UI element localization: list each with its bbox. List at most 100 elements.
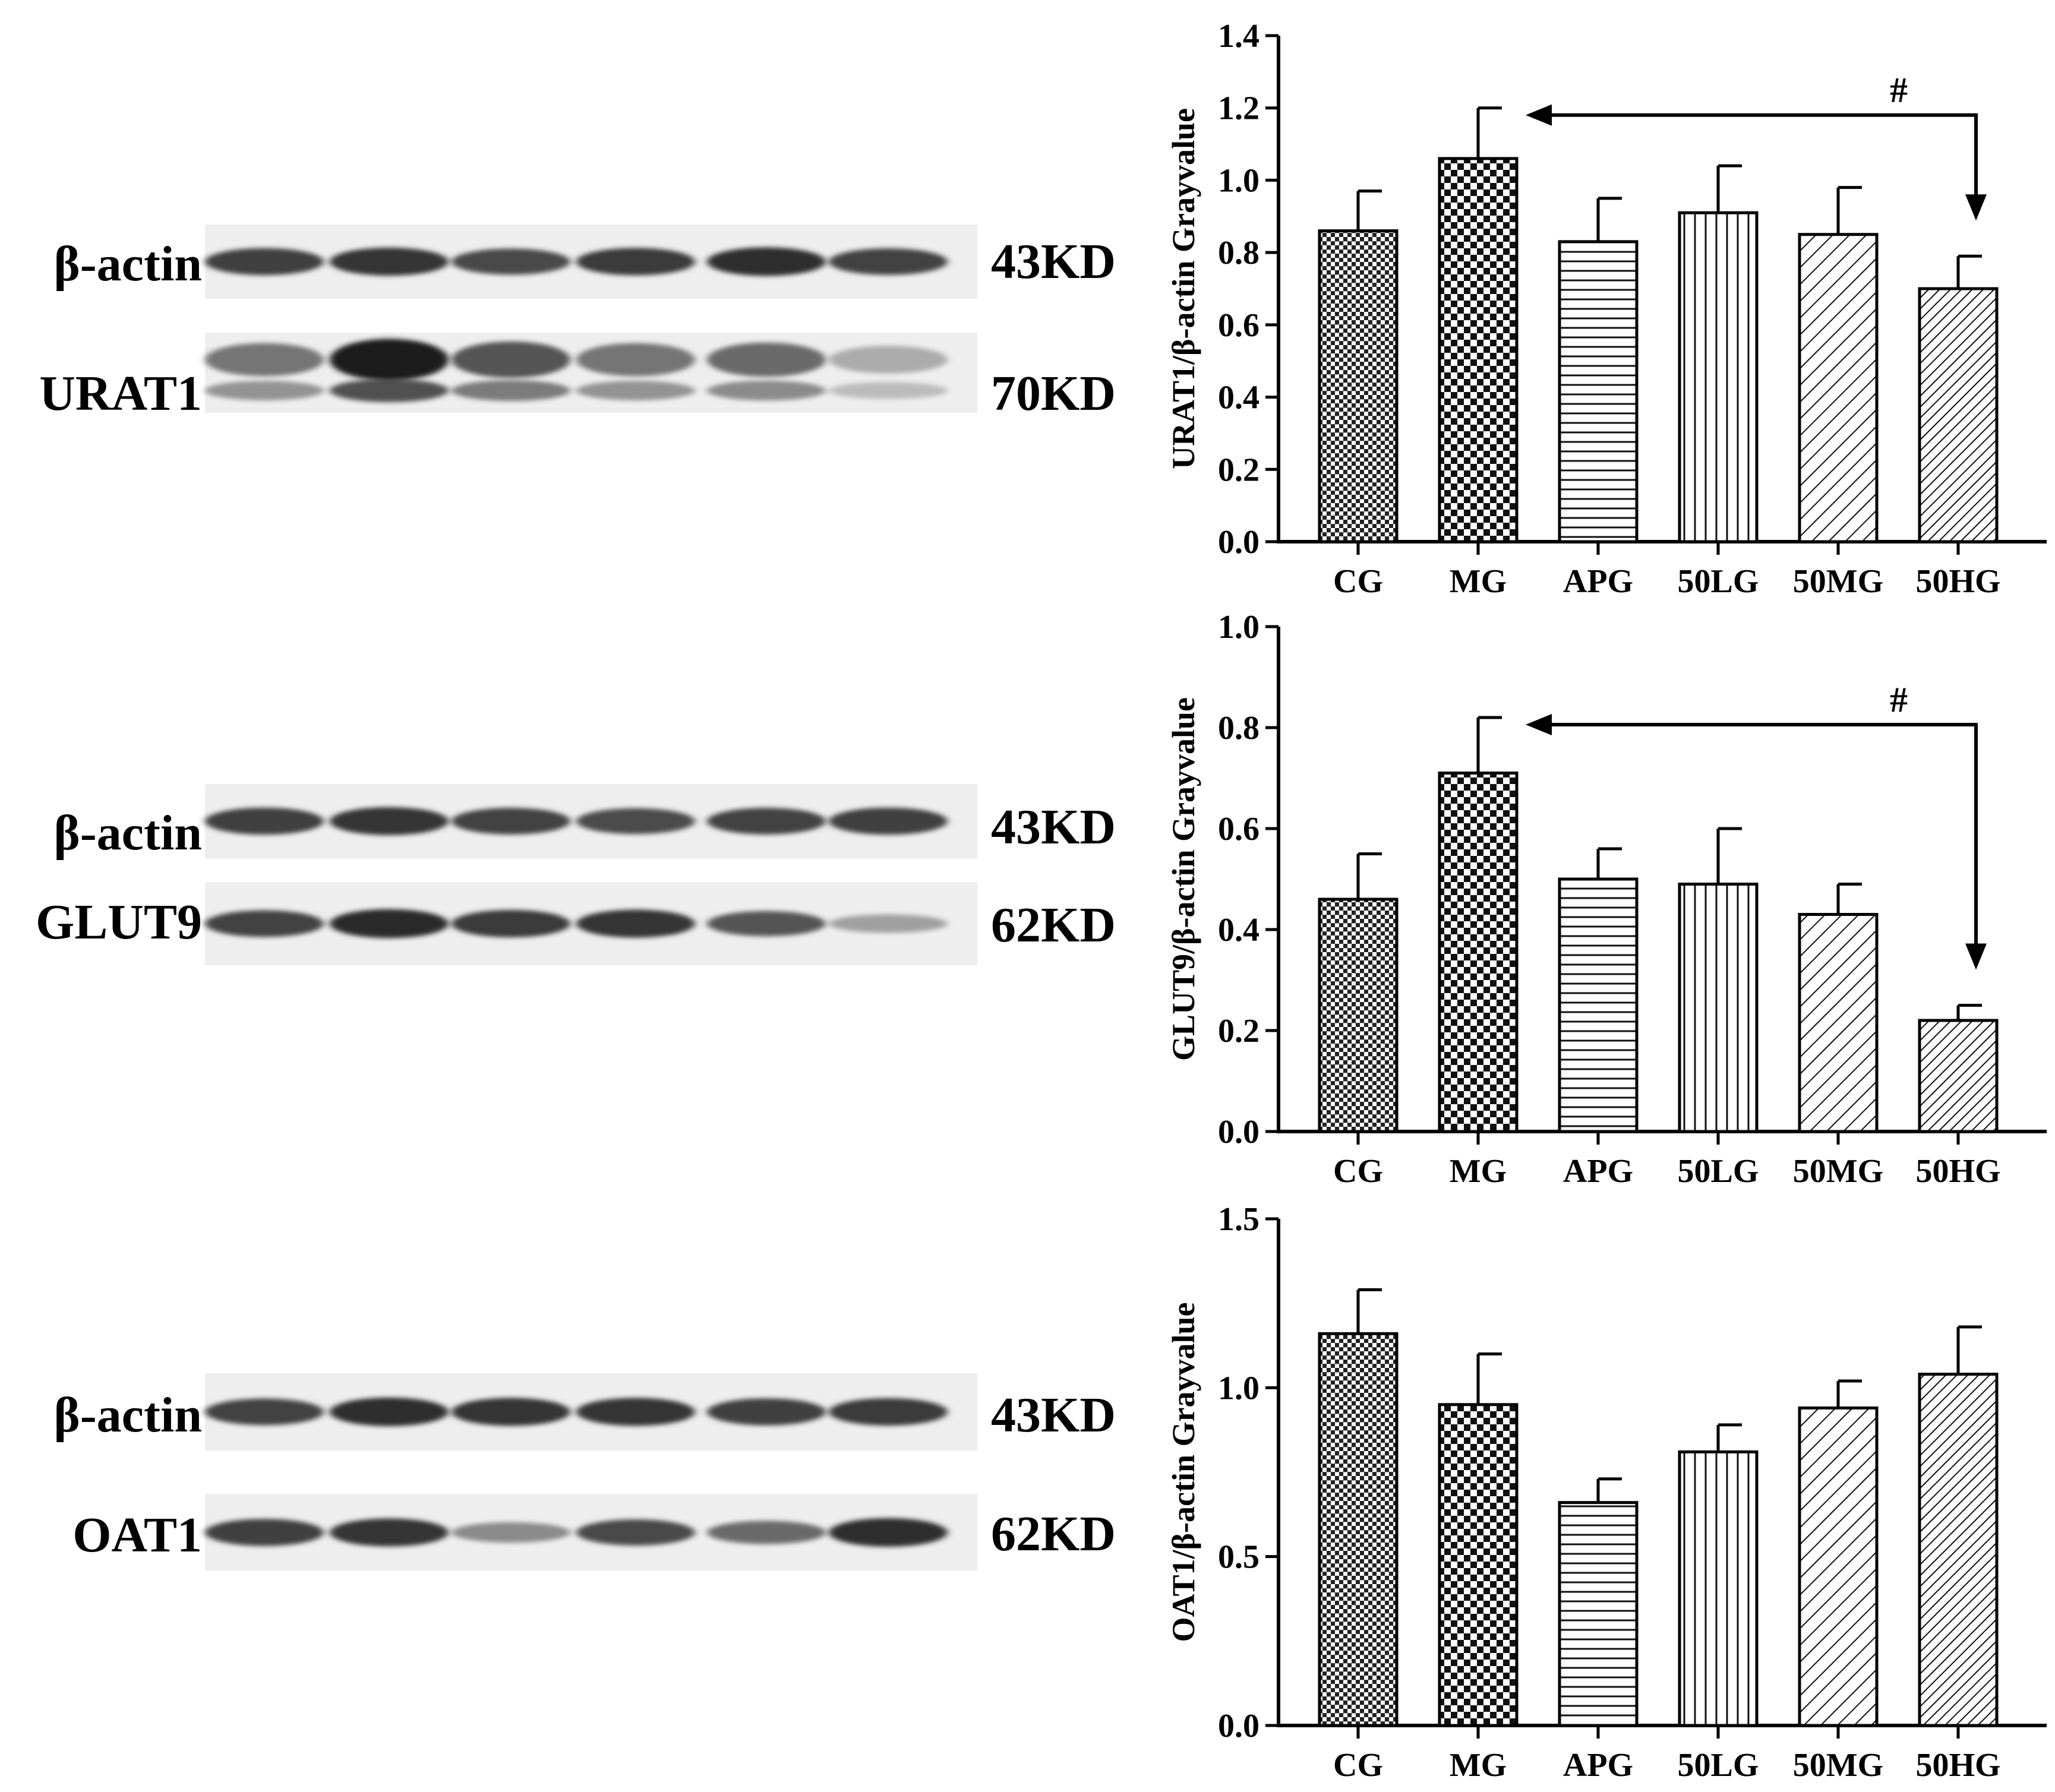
- y-tick-label: 1.4: [1218, 18, 1259, 55]
- blot-band: [707, 1521, 826, 1544]
- bar: [1438, 157, 1519, 543]
- bar: [1798, 233, 1879, 543]
- y-axis-title: URAT1/β-actin Grayvalue: [1166, 108, 1201, 469]
- blot-band: [205, 1519, 324, 1546]
- blot-size-label: 62KD: [991, 1506, 1116, 1562]
- blot-band-lower: [829, 382, 948, 399]
- x-tick-label: APG: [1563, 1153, 1633, 1190]
- blot-band: [205, 807, 324, 835]
- blot-band: [330, 1518, 449, 1547]
- blot-band: [576, 1519, 695, 1546]
- blot-band: [330, 339, 449, 381]
- blot-panel: β-actin 43KD GLUT9 62KD: [36, 784, 1116, 965]
- bar: [1318, 897, 1399, 1133]
- y-tick-label: 1.2: [1218, 90, 1259, 127]
- significance-marker: #: [1890, 71, 1908, 110]
- blot-band: [205, 248, 324, 276]
- blot-protein-label: β-actin: [53, 1388, 202, 1443]
- blot-band-lower: [707, 380, 826, 401]
- y-tick-label: 0.2: [1218, 451, 1259, 488]
- blot-band: [205, 1398, 324, 1426]
- blot-size-label: 43KD: [991, 1388, 1116, 1443]
- x-tick-label: APG: [1563, 1747, 1633, 1784]
- blot-band: [576, 343, 695, 377]
- blot-band: [829, 1398, 948, 1426]
- bar-chart: 0.0 0.2 0.4 0.6 0.8 1.0 GLUT9/β-actin Grayvalu…: [1166, 609, 2047, 1190]
- bar: [1558, 1501, 1639, 1727]
- y-tick-label: 0.5: [1218, 1539, 1259, 1576]
- blot-band: [707, 247, 826, 276]
- y-tick-label: 0.8: [1218, 235, 1259, 271]
- blot-band-lower: [576, 381, 695, 400]
- bar: [1438, 1403, 1519, 1727]
- blot-band: [452, 1522, 570, 1543]
- y-tick-label: 0.6: [1218, 307, 1259, 344]
- bar: [1318, 229, 1399, 543]
- blot-size-label: 62KD: [991, 897, 1116, 953]
- blot-band: [707, 1398, 826, 1426]
- blot-band: [576, 248, 695, 276]
- bar: [1798, 913, 1879, 1133]
- arrowhead-down: [1965, 943, 1987, 970]
- blot-protein-label: OAT1: [72, 1507, 202, 1563]
- blot-band: [330, 909, 449, 938]
- bar: [1678, 211, 1759, 543]
- y-tick-label: 0.0: [1218, 1708, 1259, 1744]
- blot-band: [829, 248, 948, 275]
- bar: [1798, 1406, 1879, 1727]
- y-tick-label: 1.0: [1218, 1370, 1259, 1407]
- x-tick-label: 50MG: [1793, 1153, 1883, 1190]
- blot-panel: β-actin 43KD OAT1 62KD: [53, 1373, 1116, 1571]
- significance-arrow-line: [1549, 113, 1978, 203]
- blot-panel: β-actin 43KD URAT1 70KD: [39, 225, 1116, 421]
- y-tick-label: 0.8: [1218, 710, 1259, 747]
- blot-band: [707, 911, 826, 937]
- blot-band: [829, 807, 948, 835]
- x-tick-label: 50MG: [1793, 563, 1883, 600]
- bar: [1918, 1373, 1999, 1727]
- bar: [1558, 877, 1639, 1133]
- x-tick-label: 50LG: [1678, 1153, 1759, 1190]
- blot-band-lower: [330, 378, 449, 403]
- blot-protein-label: β-actin: [53, 805, 202, 861]
- significance-arrow-line: [1549, 723, 1978, 952]
- blot-band: [330, 1397, 449, 1427]
- blot-band-lower: [452, 380, 570, 402]
- y-tick-label: 0.0: [1218, 1114, 1259, 1151]
- blot-band: [452, 808, 570, 835]
- bar-chart: 0.0 0.2 0.4 0.6 0.8 1.0 1.2 1.4 URAT1/β-actin Gr…: [1166, 18, 2047, 600]
- blot-protein-label: URAT1: [39, 366, 202, 421]
- blot-band: [452, 248, 570, 275]
- y-tick-label: 1.5: [1218, 1201, 1259, 1238]
- bar: [1678, 883, 1759, 1133]
- blot-band-lower: [205, 381, 324, 400]
- bar-chart: 0.0 0.5 1.0 1.5 OAT1/β-actin Grayvalue CG MG AP…: [1166, 1201, 2047, 1784]
- y-tick-label: 1.0: [1218, 609, 1259, 646]
- blot-band: [452, 341, 570, 378]
- blot-size-label: 70KD: [991, 366, 1116, 421]
- arrowhead-left: [1526, 714, 1552, 735]
- x-tick-label: MG: [1450, 1747, 1507, 1784]
- blot-band: [576, 909, 695, 938]
- blot-band: [707, 342, 826, 377]
- bar: [1918, 287, 1999, 543]
- blot-band: [829, 346, 948, 374]
- x-tick-label: MG: [1450, 1153, 1507, 1190]
- blot-band: [205, 910, 324, 937]
- bar: [1678, 1450, 1759, 1727]
- blot-size-label: 43KD: [991, 234, 1116, 289]
- x-tick-label: 50MG: [1793, 1747, 1883, 1784]
- x-tick-label: 50LG: [1678, 1747, 1759, 1784]
- significance-marker: #: [1890, 680, 1908, 719]
- blot-band: [330, 247, 449, 276]
- x-tick-label: CG: [1333, 1153, 1383, 1190]
- blot-protein-label: β-actin: [53, 236, 202, 292]
- x-tick-label: 50LG: [1678, 563, 1759, 600]
- bar: [1438, 772, 1519, 1133]
- bar-charts: 0.0 0.2 0.4 0.6 0.8 1.0 1.2 1.4 URAT1/β-actin Gr…: [1166, 18, 2047, 1784]
- x-tick-label: CG: [1333, 563, 1383, 600]
- x-tick-label: 50HG: [1915, 563, 2000, 600]
- arrowhead-left: [1526, 104, 1552, 126]
- x-tick-label: MG: [1450, 563, 1507, 600]
